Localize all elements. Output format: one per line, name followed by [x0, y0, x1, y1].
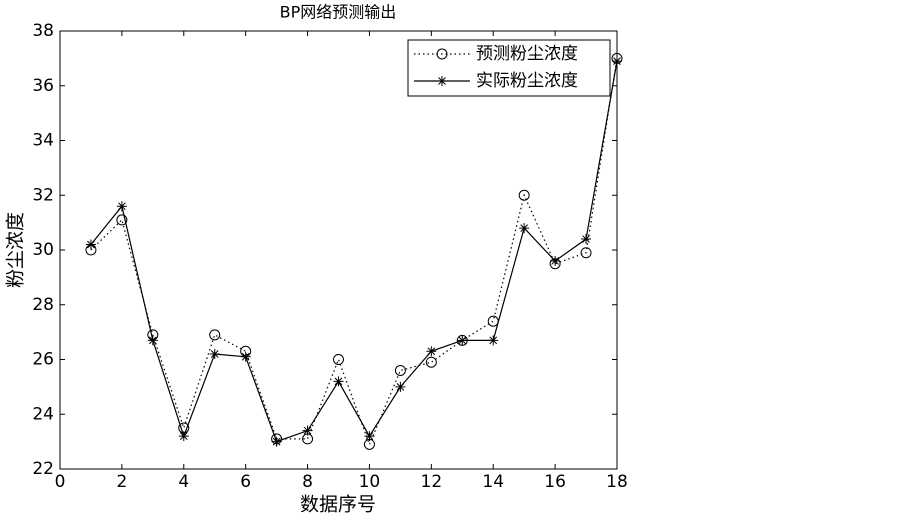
x-tick-label: 18: [606, 472, 628, 492]
marker: [488, 335, 499, 346]
marker: [612, 56, 622, 67]
x-tick-label: 0: [55, 472, 66, 492]
marker: [116, 214, 128, 226]
x-tick-label: 16: [544, 472, 566, 492]
marker: [550, 255, 561, 266]
y-tick-label: 30: [32, 240, 54, 260]
marker: [209, 329, 221, 341]
marker: [271, 436, 282, 447]
marker: [426, 346, 437, 357]
x-tick-label: 2: [116, 472, 127, 492]
x-tick-label: 12: [421, 472, 443, 492]
legend-label: 实际粉尘浓度: [476, 71, 578, 91]
x-tick-label: 14: [482, 472, 504, 492]
marker: [394, 364, 406, 376]
marker: [333, 376, 344, 387]
y-tick-label: 36: [32, 76, 54, 96]
legend-marker: [436, 48, 448, 60]
series-line: [90, 58, 618, 447]
plot-frame: [59, 30, 618, 470]
marker: [580, 247, 592, 259]
marker: [518, 189, 530, 201]
x-tick-label: 10: [359, 472, 381, 492]
x-axis-label: 数据序号: [300, 494, 376, 516]
marker: [333, 354, 344, 365]
marker: [581, 234, 592, 245]
x-tick-label: 8: [302, 472, 313, 492]
marker: [487, 315, 499, 327]
marker: [425, 356, 437, 368]
y-tick-label: 34: [32, 131, 54, 151]
x-tick-label: 4: [178, 472, 189, 492]
x-tick-label: 6: [240, 472, 251, 492]
chart-title: BP网络预测输出: [280, 3, 397, 22]
legend-marker: [437, 76, 447, 86]
y-tick-label: 26: [32, 350, 54, 370]
marker: [116, 201, 127, 212]
marker: [178, 431, 189, 442]
marker: [395, 381, 406, 392]
marker: [302, 425, 313, 436]
y-axis-label: 粉尘浓度: [5, 212, 27, 288]
marker: [364, 431, 375, 442]
marker: [147, 335, 158, 346]
y-tick-label: 24: [32, 404, 54, 424]
marker: [457, 335, 468, 346]
y-tick-label: 32: [32, 185, 54, 205]
legend-label: 预测粉尘浓度: [476, 44, 578, 64]
marker: [240, 351, 251, 362]
marker: [85, 239, 96, 250]
y-tick-label: 22: [32, 459, 54, 479]
series-line: [90, 61, 618, 443]
y-tick-label: 28: [32, 295, 54, 315]
y-tick-label: 38: [32, 21, 54, 41]
marker: [209, 349, 220, 360]
marker: [519, 223, 530, 234]
